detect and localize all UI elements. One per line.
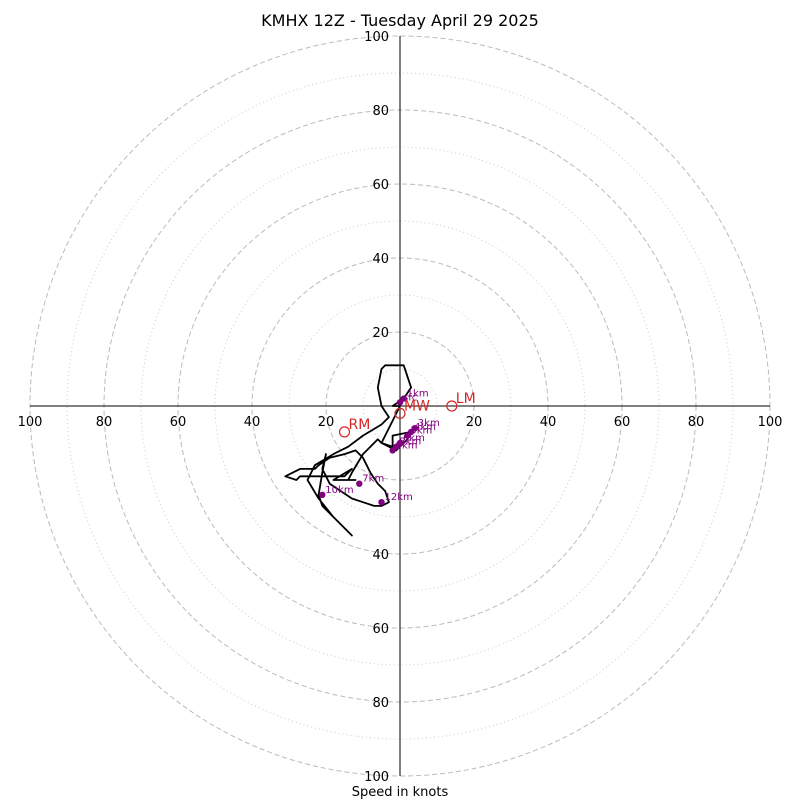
motion-label-lm: LM <box>456 391 476 407</box>
height-marker-5km <box>404 432 411 439</box>
motion-marker-rm <box>338 426 351 438</box>
tick-label: 40 <box>540 415 557 430</box>
height-label-9km: 9km <box>396 440 418 451</box>
tick-label: 80 <box>96 415 113 430</box>
tick-label: 100 <box>364 770 389 785</box>
tick-label: 40 <box>372 548 389 563</box>
tick-label: 100 <box>18 415 43 430</box>
tick-label: 40 <box>372 252 389 267</box>
hodograph-trace-group <box>284 364 412 537</box>
storm-motion-markers: RM LM MW <box>338 391 476 438</box>
height-marker-12km <box>378 499 385 506</box>
tick-label: 80 <box>372 696 389 711</box>
tick-label: 80 <box>372 104 389 119</box>
tick-label: 20 <box>466 415 483 430</box>
height-marker-sfc <box>396 399 404 406</box>
height-label-3km: 3km <box>418 418 440 429</box>
chart-title: KMHX 12Z - Tuesday April 29 2025 <box>261 11 539 30</box>
tick-labels: 100 80 60 40 20 20 40 60 80 100 100 80 60 40 20 40 60 80 1… <box>18 30 783 785</box>
tick-label: 40 <box>244 415 261 430</box>
tick-label: 60 <box>614 415 631 430</box>
height-marker-7km <box>356 480 363 487</box>
motion-label-rm: RM <box>349 417 371 433</box>
tick-label: 100 <box>364 30 389 45</box>
height-label-6km: 6km <box>403 433 425 444</box>
tick-label: 100 <box>758 415 783 430</box>
motion-marker-mw <box>394 407 406 419</box>
height-label-7km: 7km <box>362 474 384 485</box>
height-label-1km: 1km <box>407 389 429 400</box>
height-label-8km: 8km <box>399 437 421 448</box>
motion-marker-lm <box>446 400 458 412</box>
motion-label-mw: MW <box>404 398 430 414</box>
tick-label: 60 <box>372 178 389 193</box>
tick-label: 80 <box>688 415 705 430</box>
x-axis-label: Speed in knots <box>352 785 449 800</box>
tick-label: 20 <box>372 326 389 341</box>
height-marker-10km <box>319 491 326 498</box>
tick-label: 20 <box>318 415 335 430</box>
height-label-10km: 10km <box>325 485 353 496</box>
tick-label: 60 <box>170 415 187 430</box>
height-label-4km: 4km <box>414 422 436 433</box>
height-label-sfc: sfc <box>403 392 417 403</box>
height-label-12km: 12km <box>385 492 413 503</box>
height-label-5km: 5km <box>410 426 432 437</box>
tick-label: 60 <box>372 622 389 637</box>
hodograph-trace <box>284 364 412 537</box>
height-marker-9km <box>389 447 396 454</box>
